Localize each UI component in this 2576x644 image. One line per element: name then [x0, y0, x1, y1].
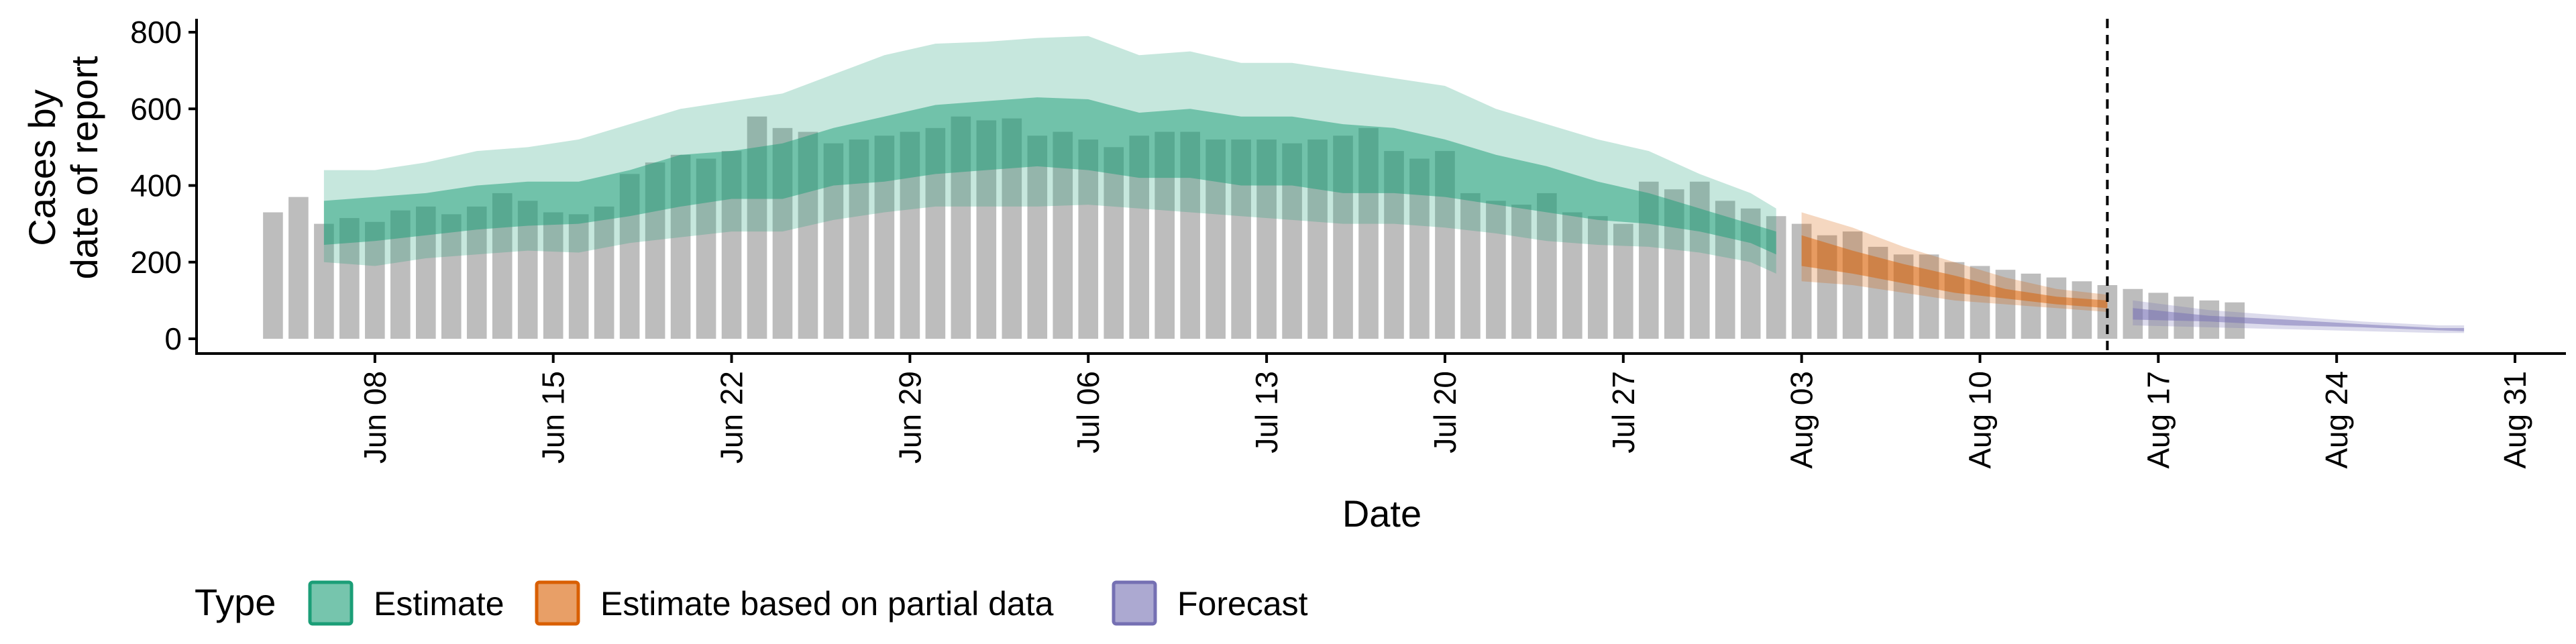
x-tick-label: Jul 20	[1428, 371, 1462, 453]
reported-cases-bar	[1027, 136, 1048, 339]
band-90-forecast	[2133, 300, 2465, 333]
x-tick-label: Jul 27	[1606, 371, 1641, 453]
reported-cases-bar	[441, 214, 462, 339]
legend-title: Type	[195, 581, 276, 623]
reported-cases-bar	[543, 212, 564, 339]
reported-cases-bar	[1104, 147, 1124, 339]
y-tick-label: 0	[164, 321, 182, 356]
x-tick-label: Jun 29	[892, 371, 927, 464]
legend-label-partial: Estimate based on partial data	[600, 585, 1054, 623]
y-axis-title-line-2: date of report	[63, 56, 105, 280]
reported-cases-bar	[1613, 223, 1633, 339]
legend-swatch-forecast	[1112, 580, 1157, 626]
x-tick-label: Jun 15	[536, 371, 571, 464]
reported-cases-bar	[1537, 193, 1557, 339]
reported-cases-bar	[568, 214, 589, 339]
x-tick-label: Aug 24	[2319, 371, 2354, 469]
x-tick-label: Aug 17	[2141, 371, 2176, 469]
band-50-forecast	[2133, 308, 2465, 331]
reported-cases-bar	[288, 197, 309, 339]
reported-cases-bar	[1078, 139, 1099, 339]
legend: Type Estimate Estimate based on partial …	[195, 580, 1308, 626]
legend-swatch-estimate	[308, 580, 354, 626]
legend-swatch-partial	[535, 580, 580, 626]
x-tick-label: Jul 06	[1071, 371, 1106, 453]
y-tick-label: 400	[130, 168, 182, 203]
reported-cases-bar	[1588, 216, 1608, 339]
reported-cases-bar	[1511, 205, 1532, 339]
x-axis-title: Date	[1342, 492, 1421, 535]
y-tick-label: 200	[130, 245, 182, 280]
reported-cases-bar	[2021, 273, 2041, 339]
estimate-bands	[323, 36, 2465, 333]
reported-cases-bar	[1486, 201, 1506, 339]
band-50-estimate	[323, 97, 1776, 255]
reported-cases-bar	[1970, 266, 1990, 339]
axes: 0 200 400 600 800 Jun 08 Jun 15 Jun 22 Jun 29 Jul…	[130, 15, 2566, 469]
reported-cases-bar	[1460, 193, 1481, 339]
reported-cases-bar	[2072, 281, 2092, 339]
x-tick-label: Aug 10	[1963, 371, 1998, 469]
y-axis-title-line-1: Cases by	[21, 89, 63, 246]
y-tick-label: 800	[130, 15, 182, 50]
x-tick-label: Aug 03	[1784, 371, 1819, 469]
x-tick-label: Jun 22	[714, 371, 749, 464]
band-50-estimate-based-on-partial-data	[1801, 235, 2108, 309]
band-90-estimate-based-on-partial-data	[1801, 212, 2108, 312]
reported-cases-bar	[1995, 270, 2016, 339]
legend-label-estimate: Estimate	[374, 585, 504, 623]
reported-cases-bar	[2046, 277, 2067, 339]
reported-cases-bar	[263, 212, 283, 339]
x-tick-label: Jul 13	[1249, 371, 1284, 453]
y-tick-label: 600	[130, 91, 182, 126]
x-tick-label: Jun 08	[358, 371, 392, 464]
x-tick-label: Aug 31	[2498, 371, 2532, 469]
legend-label-forecast: Forecast	[1177, 585, 1308, 623]
reported-cases-bar	[594, 206, 614, 339]
reported-cases-bar	[1562, 212, 1582, 339]
